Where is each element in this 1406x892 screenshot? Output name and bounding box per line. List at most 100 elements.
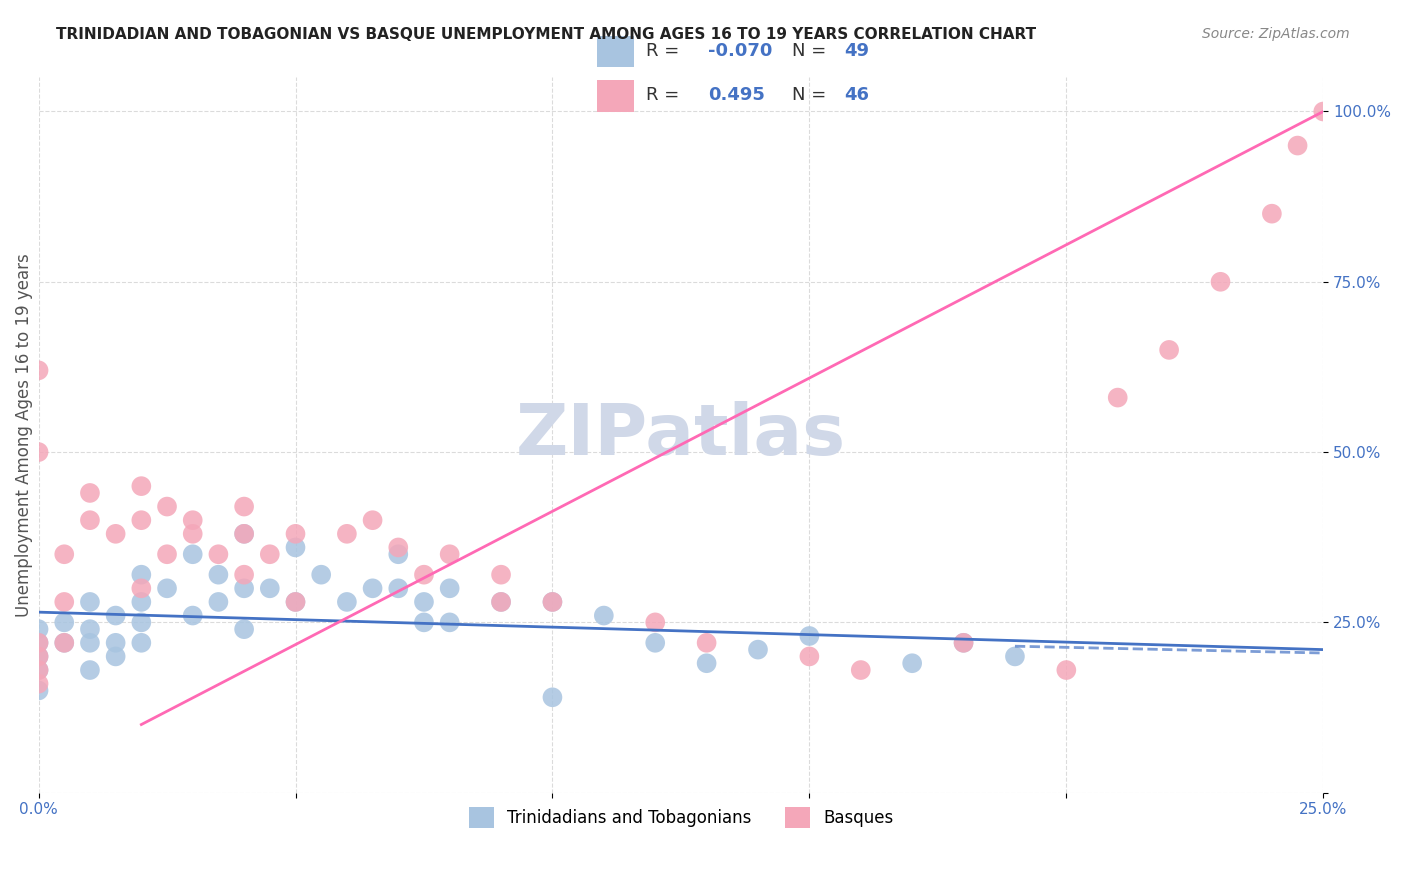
Point <box>53 595 76 609</box>
Point <box>181 526 204 541</box>
Point <box>131 567 153 582</box>
Point <box>387 582 409 596</box>
Point <box>207 547 229 561</box>
Point <box>104 636 127 650</box>
Point <box>27 445 49 459</box>
Point <box>233 500 256 514</box>
Point <box>541 595 564 609</box>
Point <box>439 547 461 561</box>
Point <box>104 526 127 541</box>
Point <box>952 636 974 650</box>
Point <box>104 608 127 623</box>
Point <box>952 636 974 650</box>
Point <box>27 622 49 636</box>
Point <box>104 649 127 664</box>
Text: 49: 49 <box>844 42 869 60</box>
Point <box>1004 649 1026 664</box>
Point <box>27 363 49 377</box>
Point <box>541 595 564 609</box>
Point <box>27 649 49 664</box>
Point <box>131 513 153 527</box>
Point <box>27 636 49 650</box>
Point <box>79 595 101 609</box>
Point <box>27 663 49 677</box>
Point <box>27 649 49 664</box>
Text: 0.495: 0.495 <box>709 87 765 104</box>
Point <box>79 622 101 636</box>
Point <box>131 615 153 630</box>
Y-axis label: Unemployment Among Ages 16 to 19 years: Unemployment Among Ages 16 to 19 years <box>15 253 32 617</box>
Point <box>1209 275 1232 289</box>
Legend: Trinidadians and Tobagonians, Basques: Trinidadians and Tobagonians, Basques <box>463 801 900 834</box>
Text: ZIPatlas: ZIPatlas <box>516 401 846 469</box>
Point <box>207 567 229 582</box>
Point <box>361 582 384 596</box>
Text: R =: R = <box>647 87 685 104</box>
Point <box>233 526 256 541</box>
Point <box>489 567 512 582</box>
FancyBboxPatch shape <box>596 36 634 67</box>
Point <box>361 513 384 527</box>
Point <box>27 636 49 650</box>
Point <box>181 608 204 623</box>
Point <box>387 547 409 561</box>
FancyBboxPatch shape <box>596 80 634 112</box>
Point <box>131 636 153 650</box>
Point <box>489 595 512 609</box>
Point <box>53 636 76 650</box>
Point <box>696 636 718 650</box>
Point <box>181 513 204 527</box>
Point <box>284 595 307 609</box>
Point <box>156 582 179 596</box>
Point <box>439 582 461 596</box>
Point <box>439 615 461 630</box>
Point <box>284 526 307 541</box>
Point <box>1286 138 1309 153</box>
Text: N =: N = <box>792 42 831 60</box>
Point <box>233 567 256 582</box>
Point <box>644 615 666 630</box>
Text: N =: N = <box>792 87 831 104</box>
Point <box>53 615 76 630</box>
Text: -0.070: -0.070 <box>709 42 772 60</box>
Point <box>131 595 153 609</box>
Point <box>336 526 359 541</box>
Point <box>1107 391 1129 405</box>
Point <box>131 479 153 493</box>
Point <box>79 513 101 527</box>
Point <box>413 615 436 630</box>
Point <box>336 595 359 609</box>
Point <box>233 582 256 596</box>
Point <box>259 547 281 561</box>
Point <box>747 642 769 657</box>
Point <box>233 622 256 636</box>
Point <box>1159 343 1181 357</box>
Point <box>1054 663 1077 677</box>
Text: Source: ZipAtlas.com: Source: ZipAtlas.com <box>1202 27 1350 41</box>
Point <box>901 657 924 671</box>
Point <box>27 683 49 698</box>
Point <box>489 595 512 609</box>
Point <box>181 547 204 561</box>
Point <box>79 486 101 500</box>
Text: TRINIDADIAN AND TOBAGONIAN VS BASQUE UNEMPLOYMENT AMONG AGES 16 TO 19 YEARS CORR: TRINIDADIAN AND TOBAGONIAN VS BASQUE UNE… <box>56 27 1036 42</box>
Point <box>1312 104 1334 119</box>
Point <box>53 547 76 561</box>
Point <box>79 636 101 650</box>
Point <box>799 649 821 664</box>
Text: R =: R = <box>647 42 685 60</box>
Text: 46: 46 <box>844 87 869 104</box>
Point <box>413 595 436 609</box>
Point <box>849 663 872 677</box>
Point <box>131 582 153 596</box>
Point <box>309 567 332 582</box>
Point <box>592 608 614 623</box>
Point <box>79 663 101 677</box>
Point <box>27 676 49 690</box>
Point <box>284 541 307 555</box>
Point <box>156 500 179 514</box>
Point <box>233 526 256 541</box>
Point <box>541 690 564 705</box>
Point <box>53 636 76 650</box>
Point <box>387 541 409 555</box>
